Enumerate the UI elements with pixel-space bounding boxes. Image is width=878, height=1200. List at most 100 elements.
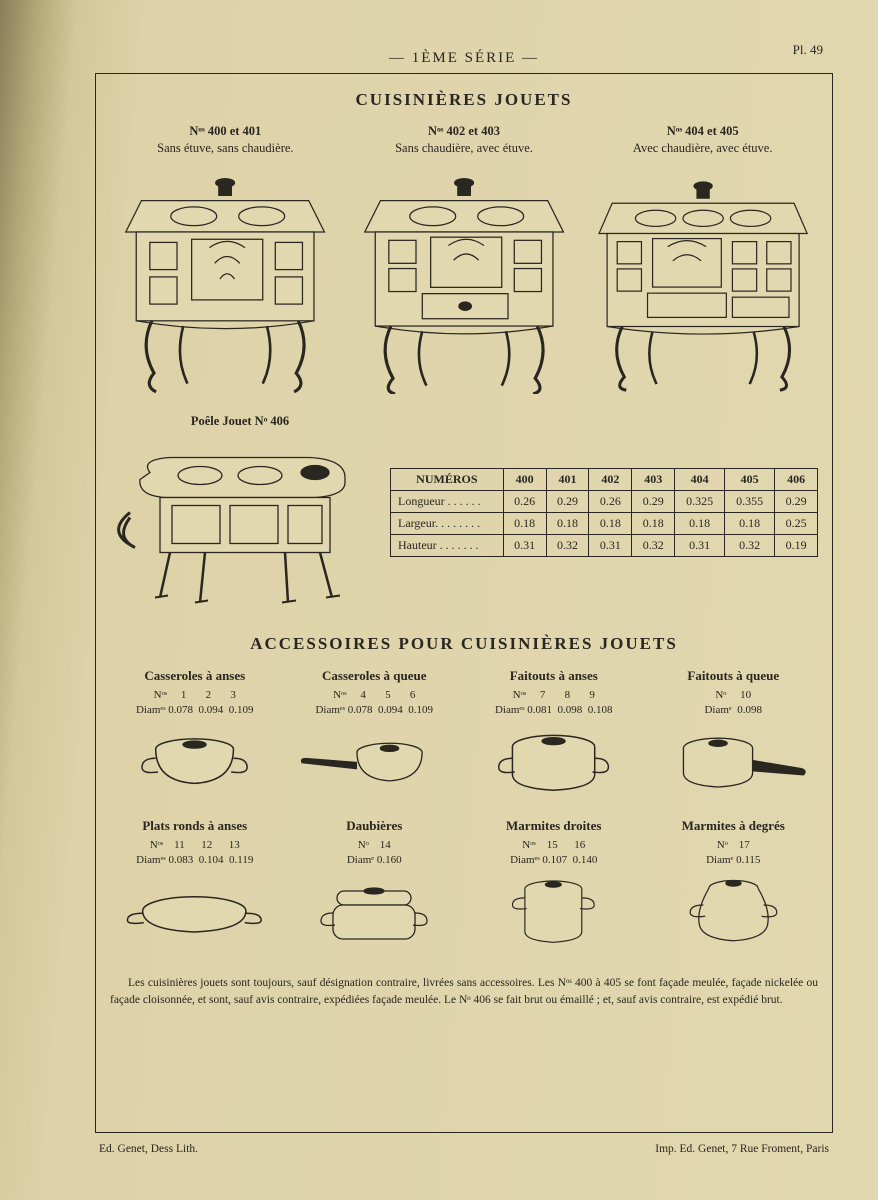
td: 0.31 — [675, 534, 725, 556]
credit-right: Imp. Ed. Genet, 7 Rue Froment, Paris — [655, 1143, 829, 1155]
stove-sub: Avec chaudière, avec étuve. — [587, 141, 818, 156]
stove-illustration — [349, 164, 580, 394]
td: 0.29 — [546, 490, 589, 512]
td: 0.18 — [546, 512, 589, 534]
td: 0.355 — [725, 490, 775, 512]
main-title: CUISINIÈRES JOUETS — [110, 90, 818, 110]
td: 0.32 — [632, 534, 675, 556]
acc-illustration — [290, 873, 460, 953]
th: 400 — [503, 468, 546, 490]
td: 0.18 — [675, 512, 725, 534]
th: 402 — [589, 468, 632, 490]
table-row: Hauteur . . . . . . . 0.31 0.32 0.31 0.3… — [391, 534, 818, 556]
td: 0.25 — [775, 512, 818, 534]
acc-specs: Nᵒˢ 15 16 Diamᵉˢ 0.107 0.140 — [469, 838, 639, 868]
stove-sub: Sans étuve, sans chaudière. — [110, 141, 341, 156]
acc-specs: Nᵒˢ 7 8 9 Diamᵉˢ 0.081 0.098 0.108 — [469, 688, 639, 718]
td: 0.32 — [546, 534, 589, 556]
th: 404 — [675, 468, 725, 490]
td: 0.18 — [503, 512, 546, 534]
acc-title: Faitouts à queue — [649, 668, 819, 684]
plate-number: Pl. 49 — [793, 42, 823, 58]
row-label: Longueur . . . . . . — [391, 490, 504, 512]
acc-illustration — [649, 724, 819, 804]
acc-illustration — [649, 873, 819, 953]
stove-sub: Sans chaudière, avec étuve. — [349, 141, 580, 156]
acc-specs: Nᵒ 10 Diamᵉ 0.098 — [649, 688, 819, 718]
poele-svg — [110, 435, 370, 610]
credits-row: Ed. Genet, Dess Lith. Imp. Ed. Genet, 7 … — [95, 1143, 833, 1155]
acc-title: Marmites à degrés — [649, 818, 819, 834]
acc-cell: Casseroles à anses Nᵒˢ 1 2 3 Diamᵉˢ 0.07… — [110, 668, 280, 804]
stove-illustration — [110, 164, 341, 394]
td: 0.26 — [589, 490, 632, 512]
td: 0.26 — [503, 490, 546, 512]
table-row: Longueur . . . . . . 0.26 0.29 0.26 0.29… — [391, 490, 818, 512]
acc-title: Faitouts à anses — [469, 668, 639, 684]
catalog-page: Pl. 49 — 1ÈME SÉRIE — CUISINIÈRES JOUETS… — [0, 0, 878, 1200]
th: 401 — [546, 468, 589, 490]
content-frame: CUISINIÈRES JOUETS Nᵒˢ 400 et 401 Sans é… — [95, 73, 833, 1133]
stove-head: Nᵒˢ 400 et 401 — [110, 124, 341, 139]
acc-title: Marmites droites — [469, 818, 639, 834]
acc-cell: Faitouts à queue Nᵒ 10 Diamᵉ 0.098 — [649, 668, 819, 804]
credit-left: Ed. Genet, Dess Lith. — [99, 1143, 198, 1155]
stove-col-2: Nᵒˢ 404 et 405 Avec chaudière, avec étuv… — [587, 124, 818, 394]
acc-cell: Casseroles à queue Nᵒˢ 4 5 6 Diamᵉˢ 0.07… — [290, 668, 460, 804]
row-label: Largeur. . . . . . . . — [391, 512, 504, 534]
td: 0.32 — [725, 534, 775, 556]
td: 0.18 — [632, 512, 675, 534]
stove-row: Nᵒˢ 400 et 401 Sans étuve, sans chaudièr… — [110, 124, 818, 394]
td: 0.31 — [503, 534, 546, 556]
acc-specs: Nᵒ 14 Diamᵉ 0.160 — [290, 838, 460, 868]
poele-col: Poêle Jouet Nᵒ 406 — [110, 414, 370, 610]
stove-svg — [597, 164, 809, 394]
stove-col-1: Nᵒˢ 402 et 403 Sans chaudière, avec étuv… — [349, 124, 580, 394]
acc-cell: Faitouts à anses Nᵒˢ 7 8 9 Diamᵉˢ 0.081 … — [469, 668, 639, 804]
poele-row: Poêle Jouet Nᵒ 406 — [110, 414, 818, 610]
th: 405 — [725, 468, 775, 490]
stove-head: Nᵒˢ 402 et 403 — [349, 124, 580, 139]
acc-specs: Nᵒˢ 11 12 13 Diamᵉˢ 0.083 0.104 0.119 — [110, 838, 280, 868]
th: 403 — [632, 468, 675, 490]
td: 0.19 — [775, 534, 818, 556]
accessories-grid: Casseroles à anses Nᵒˢ 1 2 3 Diamᵉˢ 0.07… — [110, 668, 818, 953]
acc-illustration — [110, 873, 280, 953]
series-text: 1ÈME SÉRIE — [412, 50, 517, 66]
acc-illustration — [469, 873, 639, 953]
td: 0.18 — [589, 512, 632, 534]
td: 0.29 — [632, 490, 675, 512]
td: 0.18 — [725, 512, 775, 534]
row-label: Hauteur . . . . . . . — [391, 534, 504, 556]
series-heading: — 1ÈME SÉRIE — — [95, 50, 833, 67]
td: 0.29 — [775, 490, 818, 512]
acc-cell: Marmites à degrés Nᵒ 17 Diamᵉ 0.115 — [649, 818, 819, 954]
acc-title: Casseroles à queue — [290, 668, 460, 684]
stove-svg — [358, 164, 570, 394]
stove-col-0: Nᵒˢ 400 et 401 Sans étuve, sans chaudièr… — [110, 124, 341, 394]
acc-illustration — [290, 724, 460, 804]
td: 0.325 — [675, 490, 725, 512]
stove-head: Nᵒˢ 404 et 405 — [587, 124, 818, 139]
acc-cell: Plats ronds à anses Nᵒˢ 11 12 13 Diamᵉˢ … — [110, 818, 280, 954]
dimensions-table: NUMÉROS 400 401 402 403 404 405 406 Long… — [390, 468, 818, 557]
td: 0.31 — [589, 534, 632, 556]
table-header-row: NUMÉROS 400 401 402 403 404 405 406 — [391, 468, 818, 490]
acc-cell: Marmites droites Nᵒˢ 15 16 Diamᵉˢ 0.107 … — [469, 818, 639, 954]
acc-cell: Daubières Nᵒ 14 Diamᵉ 0.160 — [290, 818, 460, 954]
acc-specs: Nᵒ 17 Diamᵉ 0.115 — [649, 838, 819, 868]
th: 406 — [775, 468, 818, 490]
acc-illustration — [469, 724, 639, 804]
acc-specs: Nᵒˢ 1 2 3 Diamᵉˢ 0.078 0.094 0.109 — [110, 688, 280, 718]
table-row: Largeur. . . . . . . . 0.18 0.18 0.18 0.… — [391, 512, 818, 534]
stove-illustration — [587, 164, 818, 394]
acc-specs: Nᵒˢ 4 5 6 Diamᵉˢ 0.078 0.094 0.109 — [290, 688, 460, 718]
poele-illustration — [110, 435, 370, 610]
accessories-title: ACCESSOIRES POUR CUISINIÈRES JOUETS — [110, 634, 818, 654]
acc-title: Daubières — [290, 818, 460, 834]
stove-svg — [119, 164, 331, 394]
poele-head: Poêle Jouet Nᵒ 406 — [110, 414, 370, 429]
acc-title: Casseroles à anses — [110, 668, 280, 684]
acc-illustration — [110, 724, 280, 804]
th: NUMÉROS — [391, 468, 504, 490]
